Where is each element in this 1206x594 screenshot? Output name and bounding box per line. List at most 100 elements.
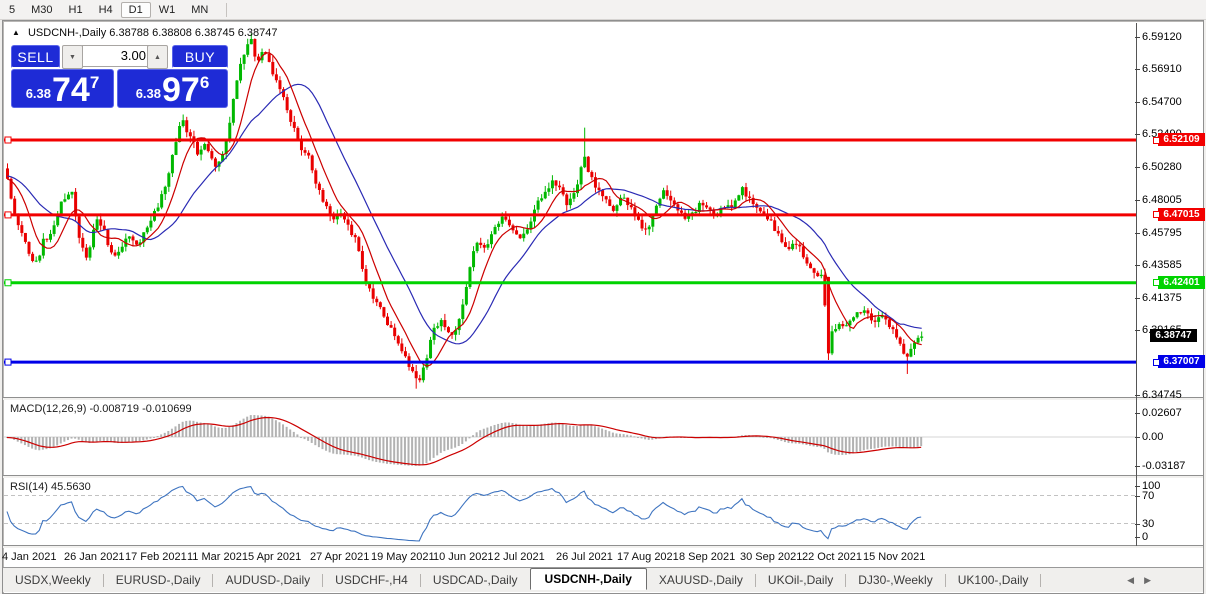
tab-usdcnh-daily[interactable]: USDCNH-,Daily bbox=[529, 568, 647, 590]
chart-header: ▲ USDCNH-,Daily 6.38788 6.38808 6.38745 … bbox=[12, 27, 278, 39]
macd-signal-line bbox=[6, 416, 922, 466]
line-left-handle[interactable] bbox=[4, 279, 12, 287]
rsi-pane bbox=[4, 485, 1136, 542]
tab-separator bbox=[419, 573, 421, 587]
volume-input[interactable]: 3.00 bbox=[82, 45, 152, 67]
price-axis-tick: 6.59120 bbox=[1135, 31, 1198, 43]
bid-prefix: 6.38 bbox=[25, 86, 51, 101]
date-label: 8 Sep 2021 bbox=[679, 551, 736, 563]
caret-down-icon: ▼ bbox=[69, 53, 76, 61]
timeframe-w1[interactable]: W1 bbox=[158, 3, 176, 16]
date-label: 17 Aug 2021 bbox=[617, 551, 679, 563]
timeframe-m30[interactable]: M30 bbox=[31, 3, 53, 16]
line-right-handle[interactable] bbox=[1153, 137, 1160, 144]
line-left-handle[interactable] bbox=[4, 211, 12, 219]
bid-big-digits: 74 bbox=[52, 71, 90, 109]
tab-separator bbox=[212, 573, 214, 587]
timeframe-h4[interactable]: H4 bbox=[98, 3, 113, 16]
date-label: 15 Nov 2021 bbox=[863, 551, 926, 563]
symbol-tab-bar: USDX,Weekly EURUSD-,Daily AUDUSD-,Daily USD… bbox=[3, 567, 1203, 592]
macd-axis-tick: 0.02607 bbox=[1135, 407, 1198, 419]
date-label: 10 Jun 2021 bbox=[433, 551, 494, 563]
tab-separator bbox=[754, 573, 756, 587]
macd-histogram bbox=[6, 414, 923, 466]
tab-uk100-daily[interactable]: UK100-,Daily bbox=[957, 573, 1029, 587]
ask-pip-digit: 6 bbox=[199, 73, 210, 92]
tab-usdchf-h4[interactable]: USDCHF-,H4 bbox=[335, 573, 408, 587]
toolbar-separator bbox=[226, 2, 228, 17]
sell-button[interactable]: SELL bbox=[11, 45, 60, 69]
chart-window bbox=[2, 20, 1204, 594]
tab-audusd-daily[interactable]: AUDUSD-,Daily bbox=[225, 573, 311, 587]
ask-big-digits: 97 bbox=[162, 71, 200, 109]
timeframe-toolbar: 5 M30 H1 H4 D1 W1 MN bbox=[0, 0, 1206, 20]
pane-splitter bbox=[3, 545, 1203, 548]
price-axis-tick: 6.50280 bbox=[1135, 161, 1198, 173]
bid-pip-digit: 7 bbox=[89, 73, 100, 92]
date-label: 26 Jul 2021 bbox=[556, 551, 613, 563]
date-label: 5 Apr 2021 bbox=[248, 551, 302, 563]
fast-moving-average-line bbox=[7, 52, 922, 367]
price-axis-line bbox=[1136, 23, 1137, 546]
date-label: 26 Jan 2021 bbox=[64, 551, 125, 563]
pane-splitter[interactable] bbox=[3, 397, 1203, 400]
price-axis-tick: 6.48005 bbox=[1135, 194, 1198, 206]
timeframe-d1[interactable]: D1 bbox=[120, 1, 151, 18]
date-label: 4 Jan 2021 bbox=[2, 551, 57, 563]
macd-axis-tick: -0.03187 bbox=[1135, 460, 1198, 472]
current-price-badge: 6.38747 bbox=[1150, 329, 1197, 342]
volume-increase-button[interactable]: ▲ bbox=[147, 45, 168, 69]
tab-separator bbox=[102, 573, 104, 587]
tab-separator bbox=[845, 573, 847, 587]
date-label: 11 Mar 2021 bbox=[187, 551, 248, 563]
tab-separator bbox=[944, 573, 946, 587]
tab-usdcad-daily[interactable]: USDCAD-,Daily bbox=[432, 573, 518, 587]
date-label: 19 May 2021 bbox=[371, 551, 435, 563]
date-label: 17 Feb 2021 bbox=[125, 551, 187, 563]
line-right-handle[interactable] bbox=[1153, 359, 1160, 366]
chart-ohlc-quote: 6.38788 6.38808 6.38745 6.38747 bbox=[109, 27, 278, 39]
tab-scroll-right-icon[interactable]: ▶ bbox=[1144, 574, 1151, 585]
tab-dj30-weekly[interactable]: DJ30-,Weekly bbox=[858, 573, 933, 587]
ask-price-panel[interactable]: 6.38 97 6 bbox=[117, 69, 228, 108]
date-label: 2 Jul 2021 bbox=[494, 551, 545, 563]
timeframe-h1[interactable]: H1 bbox=[68, 3, 83, 16]
price-axis-tick: 6.41375 bbox=[1135, 292, 1198, 304]
tab-scroll-left-icon[interactable]: ◀ bbox=[1127, 574, 1135, 585]
tab-usdx-weekly[interactable]: USDX,Weekly bbox=[15, 573, 91, 587]
caret-up-icon: ▲ bbox=[154, 53, 161, 61]
main-chart-pane[interactable] bbox=[4, 23, 1136, 396]
level-price-badge: 6.52109 bbox=[1158, 133, 1205, 146]
rsi-line bbox=[6, 485, 922, 542]
line-right-handle[interactable] bbox=[1153, 211, 1160, 218]
level-price-badge: 6.47015 bbox=[1158, 208, 1205, 221]
tab-separator bbox=[1040, 573, 1042, 587]
buy-button[interactable]: BUY bbox=[172, 45, 228, 69]
macd-pane bbox=[4, 414, 1136, 466]
collapse-triangle-icon[interactable]: ▲ bbox=[12, 28, 20, 37]
line-left-handle[interactable] bbox=[4, 358, 12, 366]
price-axis-tick: 6.56910 bbox=[1135, 63, 1198, 75]
date-label: 27 Apr 2021 bbox=[310, 551, 370, 563]
line-left-handle[interactable] bbox=[4, 136, 12, 144]
price-axis-tick: 6.54700 bbox=[1135, 96, 1198, 108]
bid-price-panel[interactable]: 6.38 74 7 bbox=[11, 69, 114, 108]
tab-ukoil-daily[interactable]: UKOil-,Daily bbox=[767, 573, 834, 587]
tab-eurusd-daily[interactable]: EURUSD-,Daily bbox=[115, 573, 201, 587]
line-right-handle[interactable] bbox=[1153, 279, 1160, 286]
rsi-axis-tick: 100 bbox=[1135, 480, 1198, 492]
timeframe-5[interactable]: 5 bbox=[9, 3, 16, 16]
date-label: 22 Oct 2021 bbox=[802, 551, 862, 563]
chart-symbol-label: USDCNH-,Daily bbox=[27, 27, 107, 39]
price-axis-tick: 6.45795 bbox=[1135, 227, 1198, 239]
rsi-axis-tick: 30 bbox=[1135, 518, 1198, 530]
tab-separator bbox=[322, 573, 324, 587]
tab-xauusd-daily[interactable]: XAUUSD-,Daily bbox=[658, 573, 743, 587]
macd-axis-tick: 0.00 bbox=[1135, 431, 1198, 443]
price-axis-tick: 6.34745 bbox=[1135, 389, 1198, 401]
price-axis-tick: 6.43585 bbox=[1135, 259, 1198, 271]
ask-prefix: 6.38 bbox=[135, 86, 161, 101]
volume-decrease-button[interactable]: ▼ bbox=[62, 45, 83, 69]
timeframe-mn[interactable]: MN bbox=[191, 3, 209, 16]
pane-splitter[interactable] bbox=[3, 475, 1203, 478]
